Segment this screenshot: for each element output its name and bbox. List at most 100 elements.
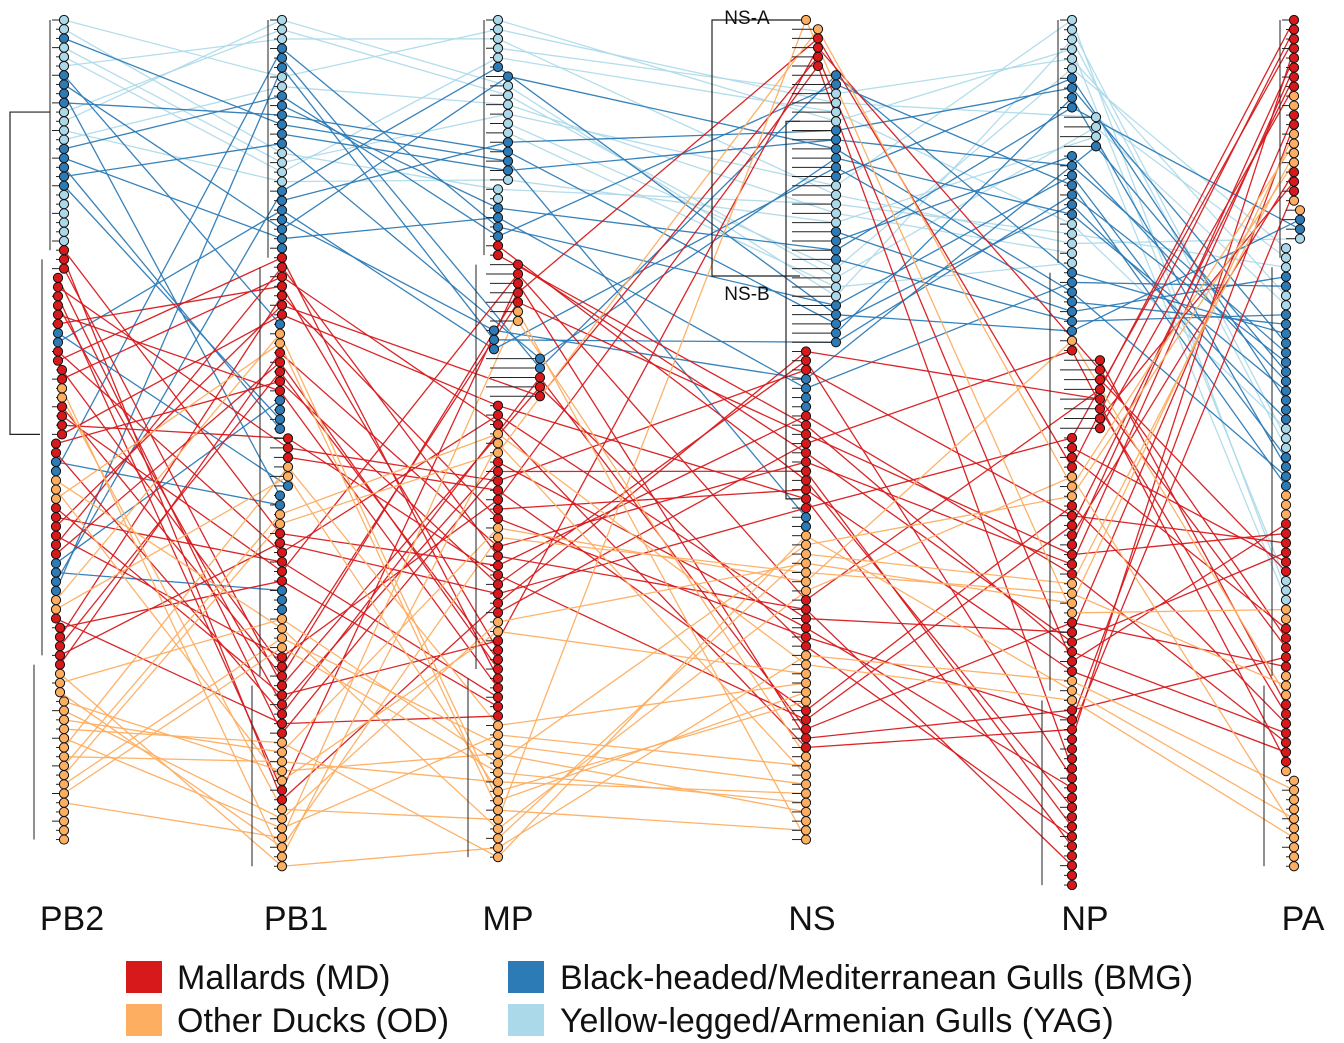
tip-node-mp (512, 278, 524, 289)
tip-node-mp (492, 776, 504, 788)
tip-node-pa (1288, 842, 1300, 853)
tip-node-pa (1288, 832, 1300, 843)
link-pb2-pb1 (63, 710, 283, 820)
link-pb2-pb1 (55, 399, 281, 564)
tip-node-pa (1288, 851, 1300, 862)
link-ns-np (817, 65, 1073, 769)
tip-node-pb1 (276, 271, 288, 282)
tip-nodes (50, 14, 1306, 891)
link-pb2-pb1 (55, 333, 281, 601)
tip-node-mp (492, 494, 504, 505)
tip-node-ns (800, 401, 812, 412)
tip-node-pb1 (276, 623, 288, 634)
tip-node-mp (492, 400, 504, 411)
tip-node-pb1 (276, 243, 288, 254)
link-np-pa (1099, 398, 1287, 648)
tip-node-pa (1288, 148, 1300, 159)
tip-node-pb2 (58, 816, 70, 827)
tip-node-np (1066, 452, 1078, 463)
tip-node-pa (1280, 680, 1292, 691)
tip-node-pa (1280, 452, 1292, 463)
link-pb1-mp (281, 314, 499, 407)
link-ns-np (835, 102, 1097, 118)
tip-node-mp (492, 428, 504, 439)
link-pb2-pb1 (63, 37, 283, 126)
tip-node-np (1066, 325, 1078, 337)
tip-node-np (1066, 792, 1078, 803)
link-pb2-pb1 (63, 28, 283, 154)
tip-node-mp (488, 334, 500, 345)
tip-node-pb2 (54, 687, 66, 698)
tip-node-pa (1288, 14, 1300, 26)
legend-label-yag: Yellow-legged/Armenian Gulls (YAG) (560, 1002, 1114, 1040)
tip-node-mp (488, 325, 500, 336)
tip-node-pb1 (276, 90, 288, 102)
tip-node-pa (1288, 119, 1300, 130)
legend-label-md: Mallards (MD) (177, 959, 390, 997)
tip-node-mp (492, 250, 504, 261)
link-mp-ns (517, 37, 819, 294)
tip-node-pb2 (58, 51, 70, 62)
link-ns-np (805, 535, 1073, 692)
link-np-pa (1071, 57, 1295, 546)
tip-node-pb2 (50, 456, 62, 468)
tip-node-np (1066, 568, 1078, 580)
tip-node-np (1066, 705, 1078, 716)
link-pb1-mp (281, 57, 541, 369)
tip-node-pa (1294, 224, 1306, 235)
tip-node-np (1066, 685, 1078, 696)
tip-node-np (1066, 870, 1078, 881)
link-mp-ns (497, 753, 807, 813)
tip-node-pa (1280, 461, 1292, 473)
tip-node-pa (1280, 623, 1292, 634)
link-pb1-mp (281, 28, 499, 78)
tip-node-pb2 (56, 383, 68, 394)
tip-node-pb1 (276, 766, 288, 777)
tip-node-np (1066, 189, 1078, 201)
tip-node-ns (800, 447, 812, 458)
tip-node-pa (1280, 290, 1292, 301)
tip-node-ns (800, 816, 812, 827)
link-pb2-pb1 (59, 352, 281, 665)
tip-node-pb2 (58, 171, 70, 182)
tip-node-pb1 (276, 176, 288, 187)
tip-node-pb1 (274, 537, 286, 549)
tip-node-np (1066, 345, 1078, 356)
tip-node-mp (534, 381, 546, 392)
tip-node-mp (492, 823, 504, 835)
link-pb2-pb1 (63, 83, 283, 230)
tip-node-np (1094, 374, 1106, 385)
tip-node-pa (1280, 537, 1292, 549)
tip-node-pb1 (276, 138, 288, 149)
link-pb1-mp (281, 761, 499, 783)
tip-node-mp (492, 729, 504, 740)
legend-swatch-bmg (508, 961, 544, 993)
tip-node-pb1 (276, 281, 288, 292)
link-mp-ns (507, 179, 837, 224)
link-ns-np (805, 424, 1073, 653)
tip-node-ns (800, 512, 812, 523)
link-pb1-mp (281, 471, 499, 734)
link-mp-ns (497, 517, 807, 638)
tip-node-pa (1280, 671, 1292, 682)
link-ns-np (805, 498, 1073, 847)
link-ns-np (805, 433, 1073, 556)
link-pb1-mp (281, 847, 499, 867)
tip-node-mp (492, 52, 504, 63)
tip-node-mp (492, 833, 504, 844)
legend-label-od: Other Ducks (OD) (177, 1002, 449, 1040)
link-ns-np (835, 83, 1073, 186)
link-ns-np (805, 281, 1073, 389)
link-ns-np (805, 19, 1073, 614)
link-ns-np (805, 627, 1073, 789)
tip-node-mp (534, 353, 546, 364)
tip-node-ns (800, 641, 812, 652)
tip-node-pb1 (276, 861, 288, 872)
tip-node-mp (492, 795, 504, 806)
tip-node-mp (502, 118, 514, 129)
link-np-pa (1099, 19, 1295, 390)
link-ns-np (835, 148, 1073, 293)
tip-node-pb1 (274, 518, 286, 530)
link-pb1-mp (281, 48, 499, 228)
tip-node-np (1066, 811, 1078, 823)
